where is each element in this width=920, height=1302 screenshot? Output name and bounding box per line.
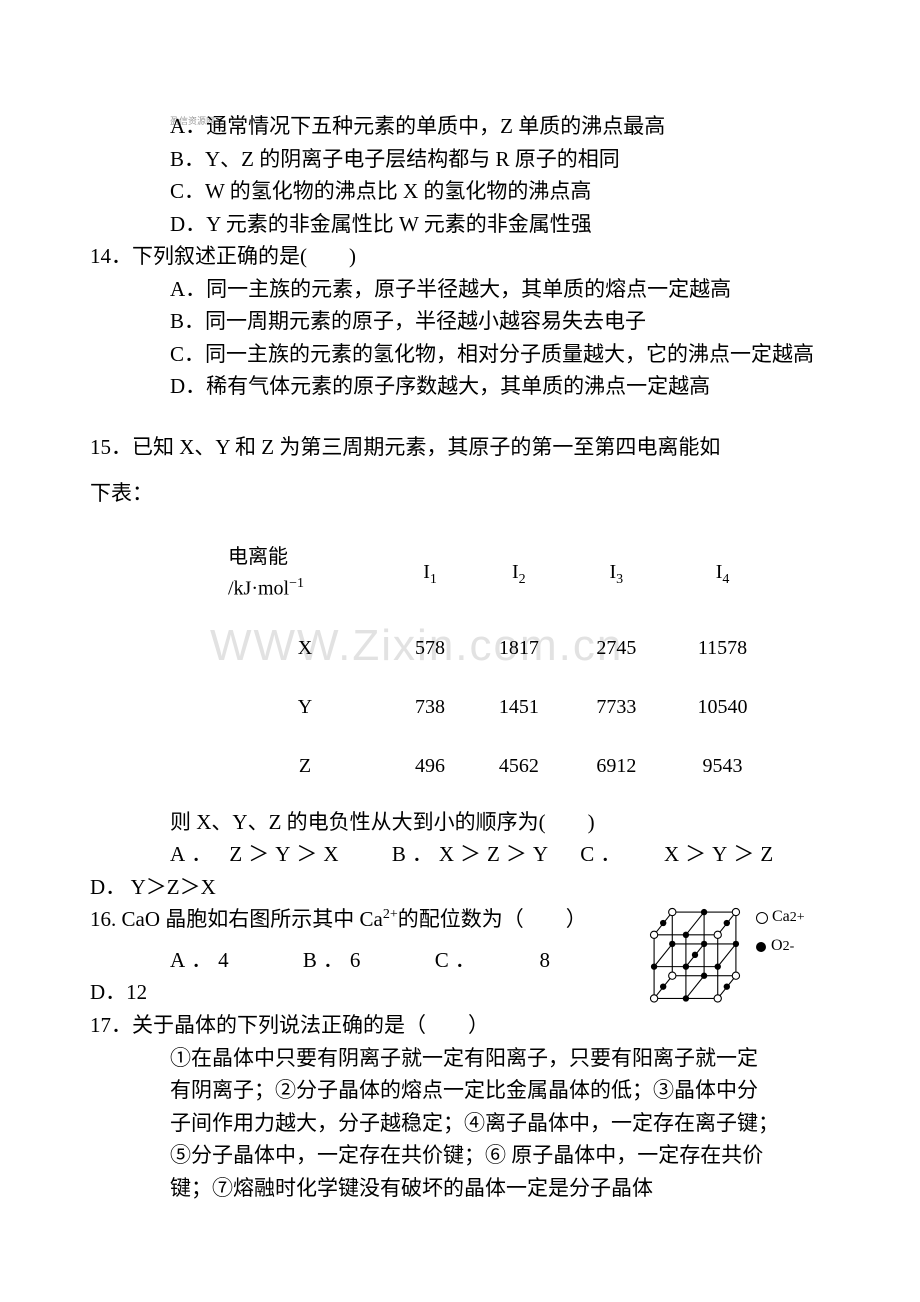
col-I3: I3 [568, 528, 666, 619]
q13-opt-c: C．W 的氢化物的沸点比 X 的氢化物的沸点高 [90, 175, 830, 208]
q17-line4: ⑤分子晶体中，一定存在共价键；⑥ 原子晶体中，一定存在共价 [170, 1139, 830, 1172]
q14-stem: 14．下列叙述正确的是( ) [90, 240, 830, 273]
cube-figure: Ca2+ O2- [640, 903, 840, 1003]
q15-opt-d: D． Y＞Z＞X [90, 871, 830, 904]
q13-opt-d: D．Y 元素的非金属性比 W 元素的非金属性强 [90, 208, 830, 241]
q14-opt-d: D．稀有气体元素的原子序数越大，其单质的沸点一定越高 [90, 370, 830, 403]
col-I1: I1 [390, 528, 470, 619]
q15-ask: 则 X、Y、Z 的电负性从大到小的顺序为( ) [90, 806, 830, 839]
table-row-z: Z 496 4562 6912 9543 [220, 737, 780, 796]
q14-opt-b: B．同一周期元素的原子，半径越小越容易失去电子 [90, 305, 830, 338]
col-I4: I4 [665, 528, 780, 619]
q15-stem-line1: 15．已知 X、Y 和 Z 为第三周期元素，其原子的第一至第四电离能如 [90, 431, 830, 464]
q17-line5: 键；⑦熔融时化学键没有破坏的晶体一定是分子晶体 [170, 1172, 830, 1205]
table-row-y: Y 738 1451 7733 10540 [220, 678, 780, 737]
cube-legend: Ca2+ O2- [756, 903, 805, 961]
q17-line2: 有阴离子；②分子晶体的熔点一定比金属晶体的低；③晶体中分 [170, 1074, 830, 1107]
table-header-row: 电离能 /kJ·mol−1 I1 I2 I3 I4 [220, 528, 780, 619]
q17-line3: 子间作用力越大，分子越稳定；④离子晶体中，一定存在离子键； [170, 1107, 830, 1140]
table-head-label: 电离能 /kJ·mol−1 [220, 528, 390, 619]
q17-statements: ①在晶体中只要有阴离子就一定有阳离子，只要有阳离子就一定 有阴离子；②分子晶体的… [90, 1042, 830, 1205]
q17-line1: ①在晶体中只要有阴离子就一定有阳离子，只要有阳离子就一定 [170, 1042, 830, 1075]
q14-opt-a: A．同一主族的元素，原子半径越大，其单质的熔点一定越高 [90, 273, 830, 306]
col-I2: I2 [470, 528, 568, 619]
q17-stem: 17．关于晶体的下列说法正确的是（ ） [90, 1009, 830, 1042]
q15-stem-line2: 下表： [90, 477, 830, 510]
document-content: A．通常情况下五种元素的单质中，Z 单质的沸点最高 B．Y、Z 的阴离子电子层结… [90, 110, 830, 1204]
table-row-x: X 578 1817 2745 11578 [220, 619, 780, 678]
ionization-table: 电离能 /kJ·mol−1 I1 I2 I3 I4 X 578 1817 274… [220, 528, 780, 796]
q13-opt-b: B．Y、Z 的阴离子电子层结构都与 R 原子的相同 [90, 143, 830, 176]
q14-opt-c: C．同一主族的元素的氢化物，相对分子质量越大，它的沸点一定越高 [90, 338, 830, 371]
q13-opt-a: A．通常情况下五种元素的单质中，Z 单质的沸点最高 [90, 110, 830, 143]
cube-lattice-icon [640, 903, 750, 1003]
q16-block: 16. CaO 晶胞如右图所示其中 Ca2+的配位数为（ ） A．4 B．6 C… [90, 903, 830, 1009]
q15-opts-line1: A． Z＞Y＞X B．X＞Z＞Y C． X＞Y＞Z [90, 838, 830, 871]
